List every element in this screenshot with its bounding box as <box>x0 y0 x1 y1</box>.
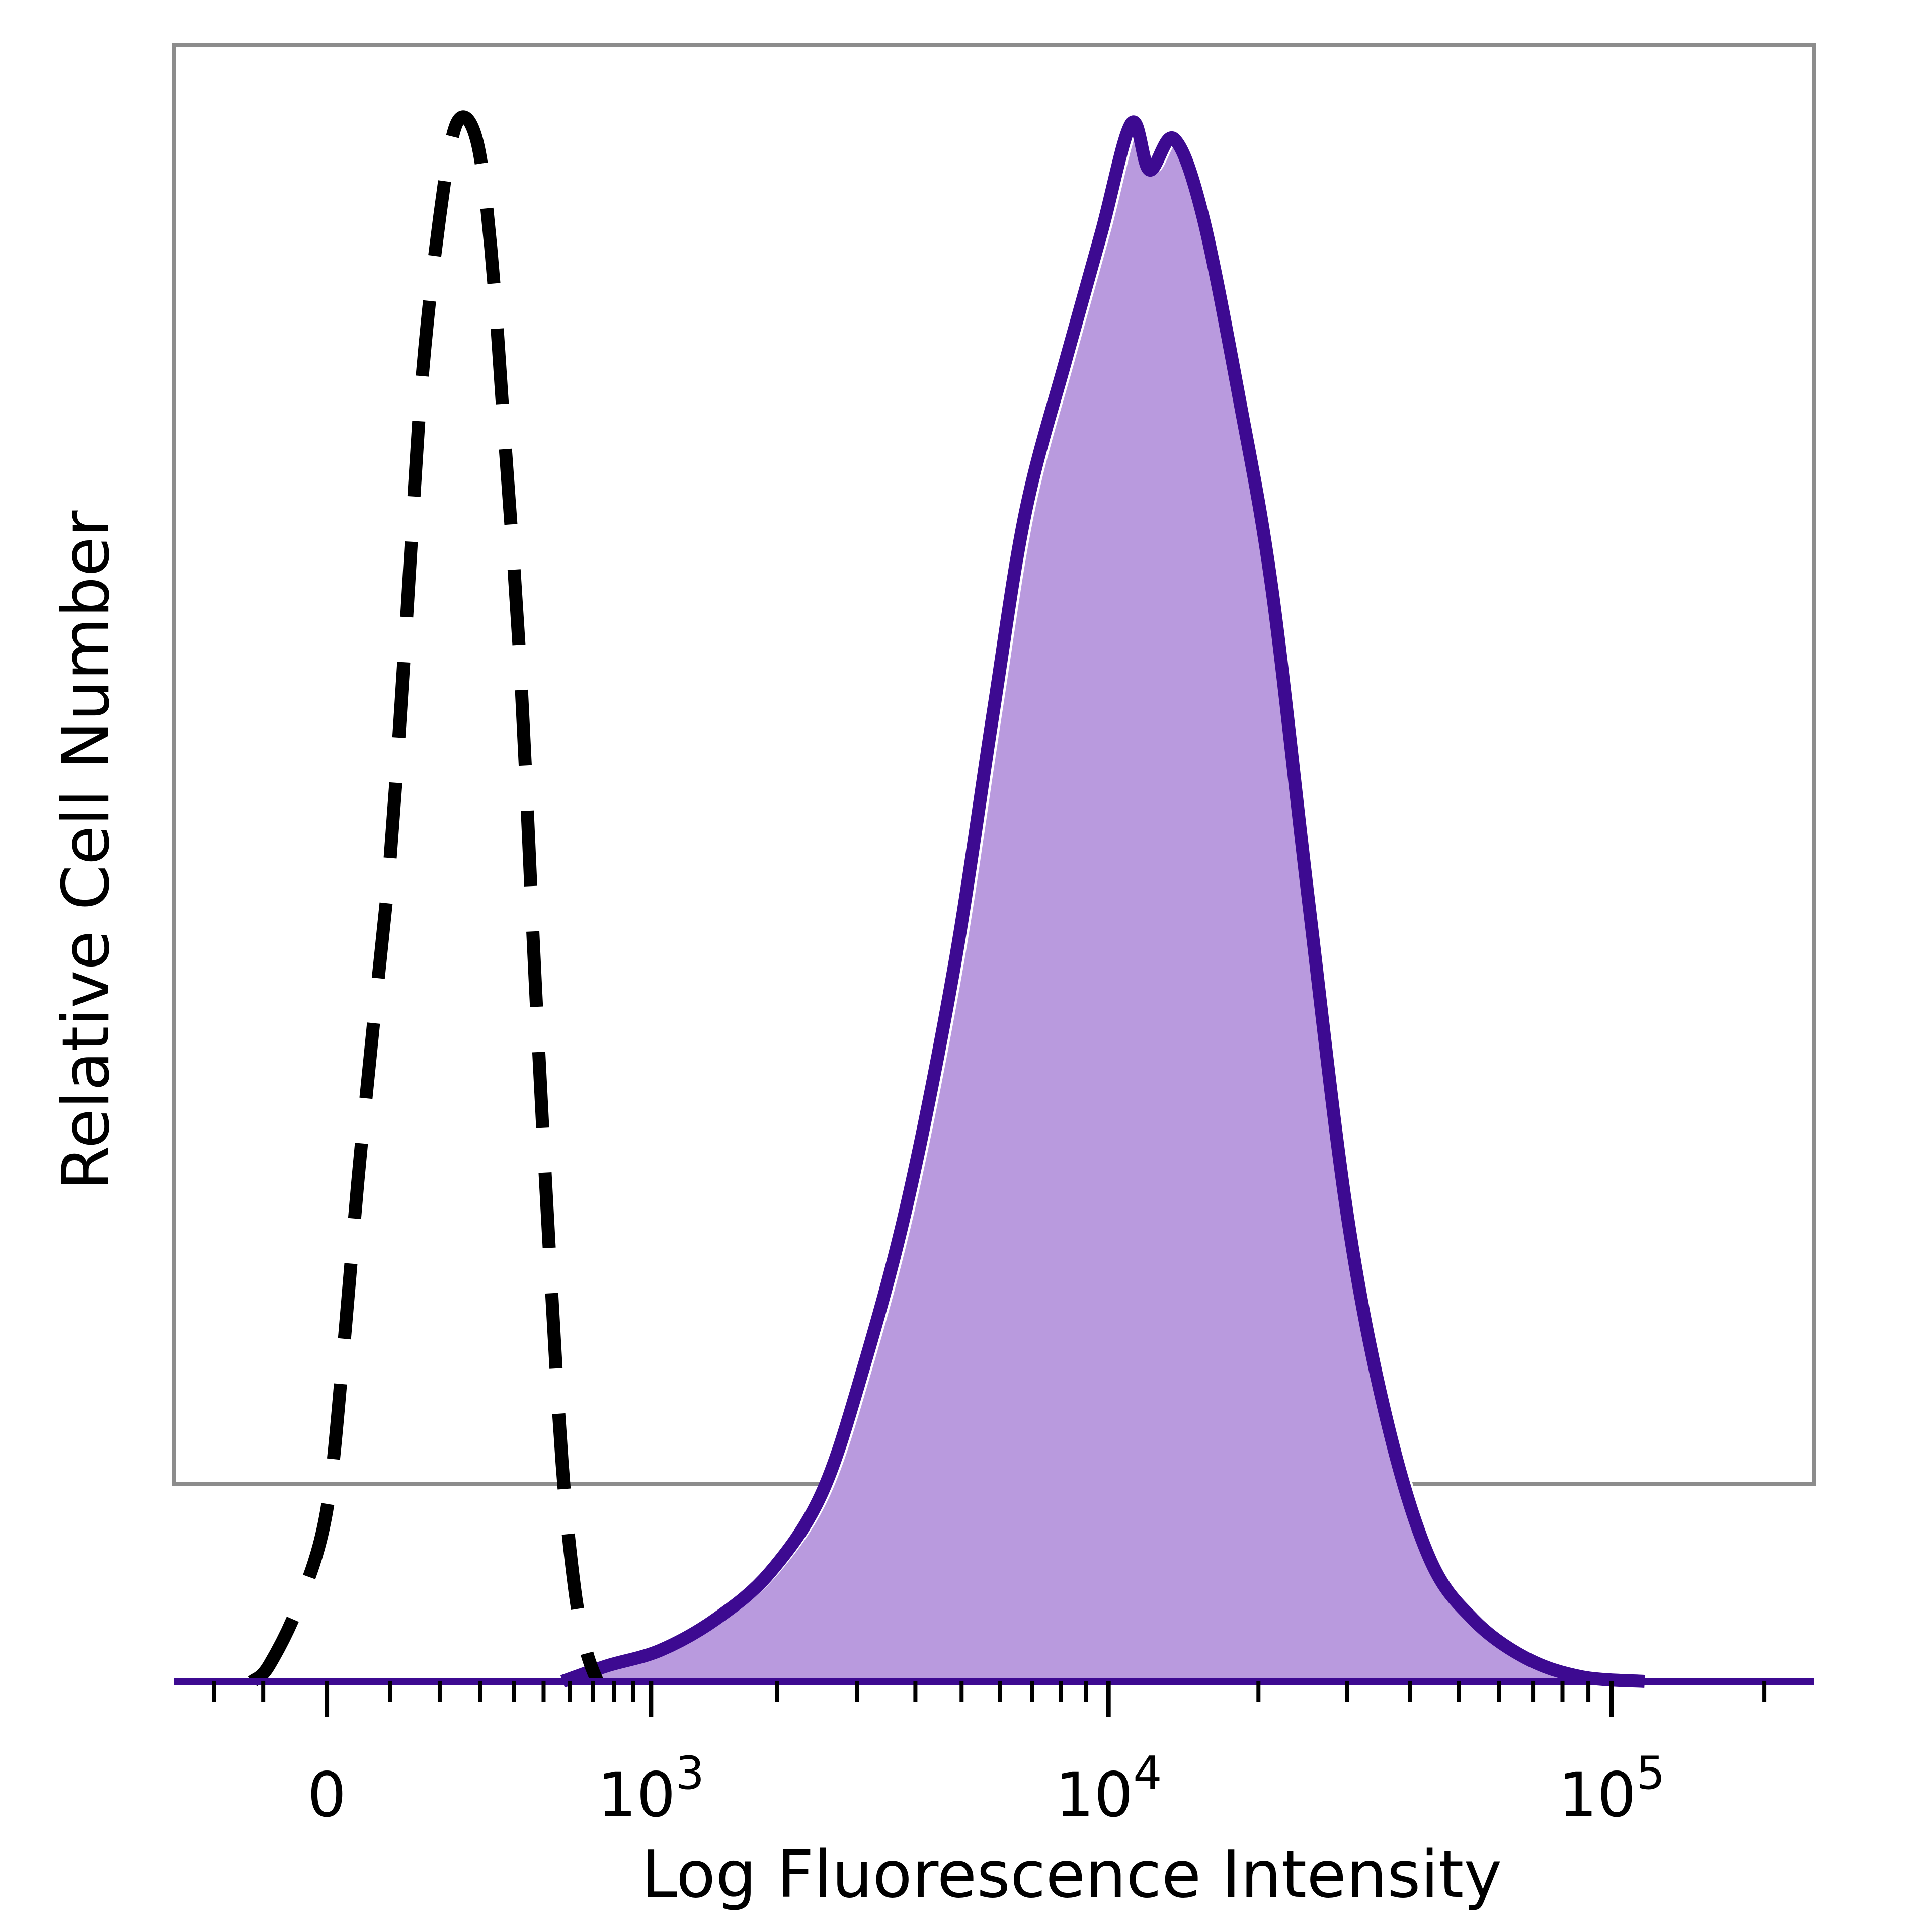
series-layer <box>248 110 1652 1688</box>
x-tick-marks <box>212 1681 1767 1717</box>
x-tick-label: 105 <box>1558 1747 1665 1831</box>
series-1-outline <box>560 115 1646 1688</box>
x-tick-label: 103 <box>598 1747 705 1831</box>
series-1-fill <box>570 122 1652 1681</box>
x-tick-label: 0 <box>307 1759 347 1831</box>
x-tick-labels: 0 103 104 105 <box>307 1747 1665 1831</box>
x-axis-label: Log Fluorescence Intensity <box>641 1837 1502 1912</box>
x-tick-label: 104 <box>1055 1747 1162 1831</box>
series-0-line <box>248 110 604 1687</box>
y-axis-label: Relative Cell Number <box>49 510 124 1190</box>
